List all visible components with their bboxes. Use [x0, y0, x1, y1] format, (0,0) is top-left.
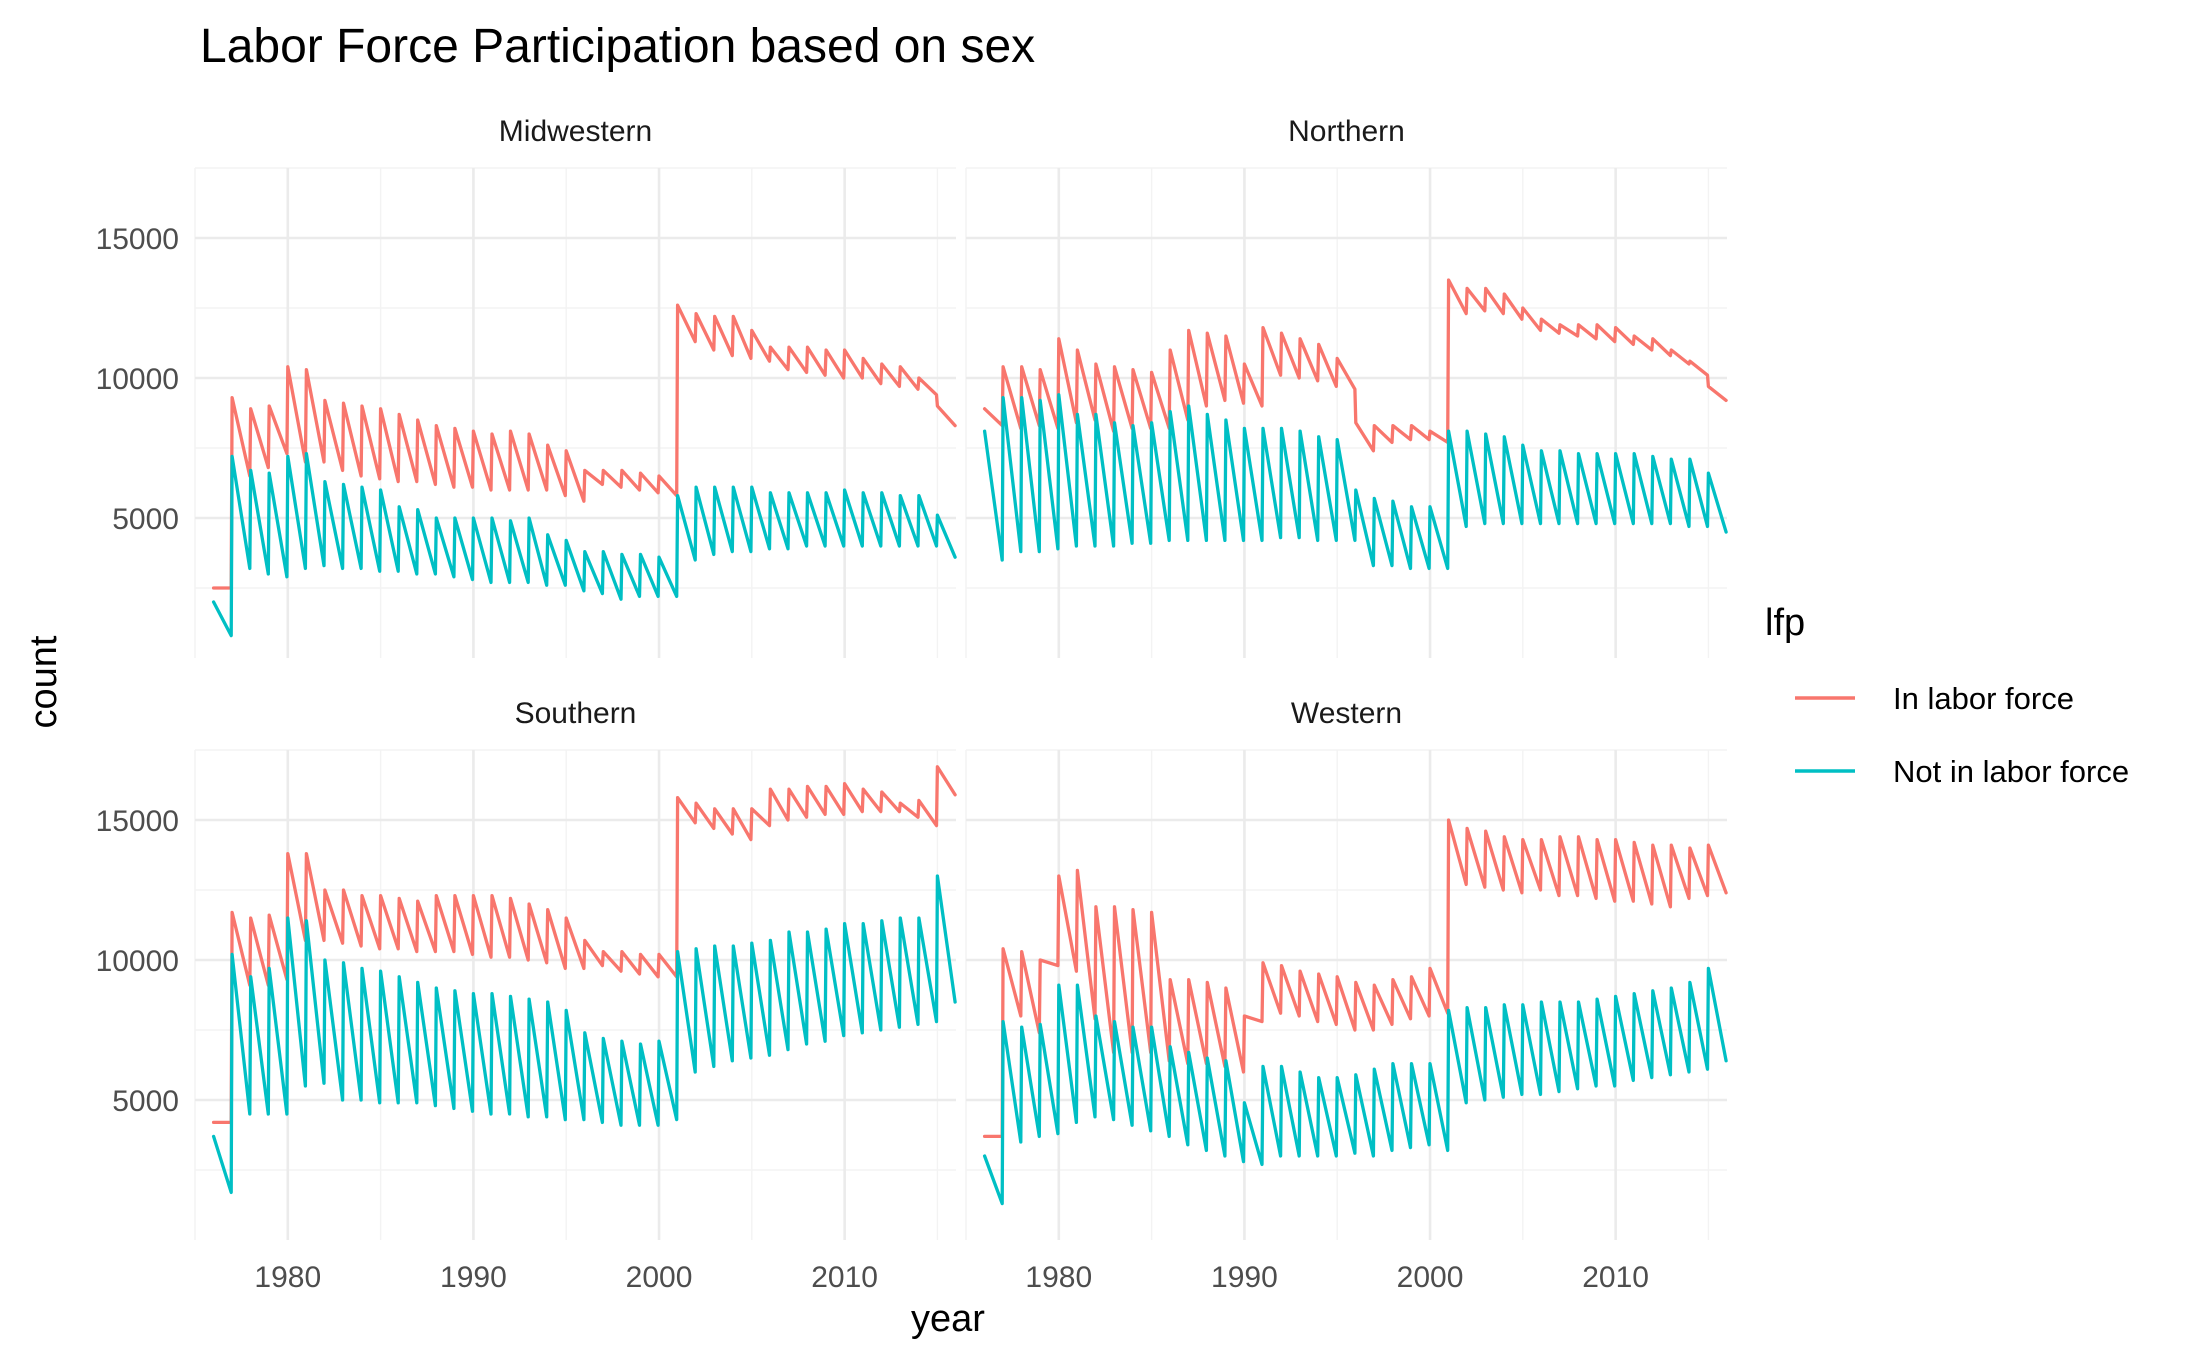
- facet-strip-label: Southern: [515, 697, 637, 730]
- x-axis-title: year: [911, 1298, 985, 1340]
- x-tick-label: 2000: [626, 1261, 693, 1294]
- y-axis-title: count: [23, 635, 65, 728]
- panel-western: Western 1980 1990 2000 2010: [965, 697, 1728, 1294]
- series-line-not-in-labor-force: [982, 966, 1728, 1206]
- series-line-not-in-labor-force: [211, 874, 957, 1195]
- x-tick-label: 2010: [811, 1261, 878, 1294]
- x-tick-label: 1990: [440, 1261, 507, 1294]
- y-tick-label: 15000: [96, 805, 179, 838]
- legend-label-in-labor-force: In labor force: [1893, 681, 2074, 716]
- x-tick-label: 1980: [1025, 1261, 1092, 1294]
- facet-strip-label: Midwestern: [499, 115, 652, 148]
- series-line-not-in-labor-force: [211, 451, 957, 638]
- facet-strip-label: Western: [1291, 697, 1402, 730]
- series-line-not-in-labor-force: [982, 393, 1728, 571]
- legend: lfp In labor force Not in labor force: [1765, 602, 2129, 789]
- x-tick-label: 1990: [1211, 1261, 1278, 1294]
- panel-midwestern: Midwestern 5000 10000 15000: [96, 115, 957, 658]
- panel-northern: Northern: [965, 115, 1728, 658]
- series-line-in-labor-force: [211, 303, 957, 590]
- y-tick-label: 10000: [96, 363, 179, 396]
- x-tick-label: 2000: [1397, 1261, 1464, 1294]
- y-tick-label: 10000: [96, 945, 179, 978]
- facet-strip-label: Northern: [1288, 115, 1405, 148]
- x-tick-label: 1980: [254, 1261, 321, 1294]
- legend-label-not-in-labor-force: Not in labor force: [1893, 754, 2129, 789]
- y-tick-label: 5000: [112, 1085, 179, 1118]
- y-tick-label: 15000: [96, 223, 179, 256]
- series-line-in-labor-force: [982, 278, 1728, 453]
- facet-panels: Midwestern 5000 10000 15000 Northern Southern…: [96, 115, 1728, 1294]
- y-tick-label: 5000: [112, 503, 179, 536]
- panel-southern: Southern 5000 10000 15000 1980 1990 2000 2010: [96, 697, 957, 1294]
- x-tick-label: 2010: [1582, 1261, 1649, 1294]
- legend-title: lfp: [1765, 602, 1805, 644]
- chart-title: Labor Force Participation based on sex: [200, 20, 1035, 73]
- series-line-in-labor-force: [211, 765, 957, 1125]
